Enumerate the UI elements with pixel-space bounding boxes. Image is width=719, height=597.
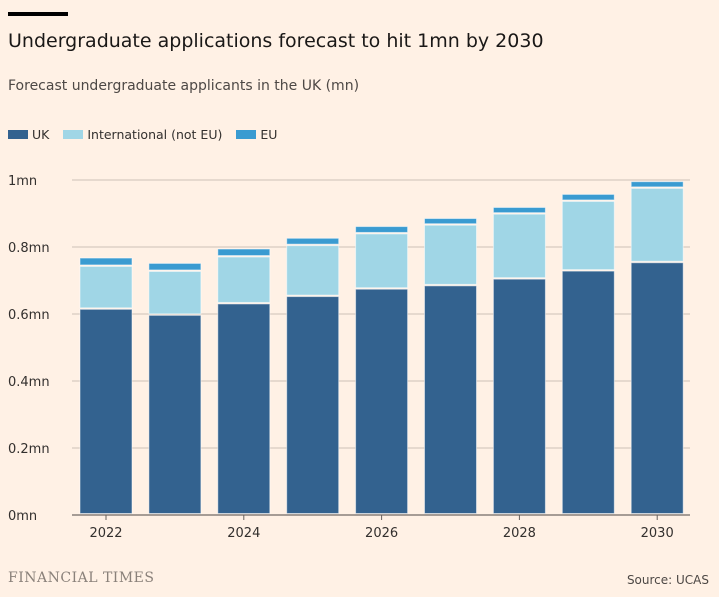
bar-eu-2028: [492, 206, 546, 214]
bar-international-not-eu--2025: [286, 245, 340, 296]
legend-swatch: [63, 130, 84, 139]
ft-logo: FINANCIAL TIMES: [8, 570, 155, 586]
bar-international-not-eu--2024: [217, 256, 271, 303]
legend-swatch: [236, 130, 257, 139]
bar-uk-2028: [492, 278, 546, 514]
chart-title: Undergraduate applications forecast to h…: [8, 30, 544, 52]
source-note: Source: UCAS: [626, 573, 709, 587]
bar-international-not-eu--2027: [424, 224, 477, 285]
bar-eu-2023: [148, 262, 202, 271]
y-tick-label: 1mn: [8, 174, 37, 189]
bar-uk-2024: [217, 303, 271, 515]
bar-uk-2023: [148, 314, 202, 514]
bar-international-not-eu--2029: [561, 200, 615, 271]
x-tick-label: 2026: [365, 526, 398, 541]
bar-uk-2030: [630, 262, 684, 514]
legend-item: UK: [8, 127, 49, 142]
y-tick-label: 0mn: [8, 509, 37, 524]
bar-eu-2030: [630, 181, 684, 188]
y-tick-label: 0.2mn: [8, 442, 50, 457]
y-tick-label: 0.4mn: [8, 375, 50, 390]
bar-eu-2025: [286, 237, 340, 245]
bar-uk-2022: [79, 308, 133, 514]
x-tick-label: 2030: [641, 526, 674, 541]
legend-label: UK: [32, 127, 50, 142]
legend: UK International (not EU) EU: [8, 127, 277, 142]
y-tick-label: 0.8mn: [8, 241, 50, 256]
chart-subtitle: Forecast undergraduate applicants in the…: [8, 78, 360, 94]
x-tick-label: 2028: [503, 526, 536, 541]
bar-uk-2029: [561, 270, 615, 514]
legend-label: EU: [260, 127, 278, 142]
bar-eu-2022: [79, 257, 133, 266]
bar-eu-2027: [424, 218, 477, 225]
bar-international-not-eu--2026: [355, 233, 409, 289]
bar-international-not-eu--2030: [630, 187, 684, 262]
bar-international-not-eu--2022: [79, 265, 133, 309]
bar-international-not-eu--2023: [148, 270, 202, 315]
x-tick-label: 2024: [227, 526, 260, 541]
bar-international-not-eu--2028: [492, 213, 546, 279]
bar-uk-2026: [355, 288, 409, 514]
x-tick-label: 2022: [89, 526, 122, 541]
legend-swatch: [8, 130, 28, 139]
legend-label: International (not EU): [87, 127, 223, 142]
bar-uk-2025: [286, 296, 340, 514]
y-tick-label: 0.6mn: [8, 308, 50, 323]
legend-item: International (not EU): [63, 127, 222, 142]
bar-uk-2027: [424, 285, 477, 514]
ft-accent-bar: [8, 12, 68, 16]
bar-eu-2024: [217, 248, 271, 257]
bar-eu-2029: [561, 193, 615, 201]
legend-item: EU: [236, 127, 277, 142]
bar-eu-2026: [355, 226, 409, 233]
